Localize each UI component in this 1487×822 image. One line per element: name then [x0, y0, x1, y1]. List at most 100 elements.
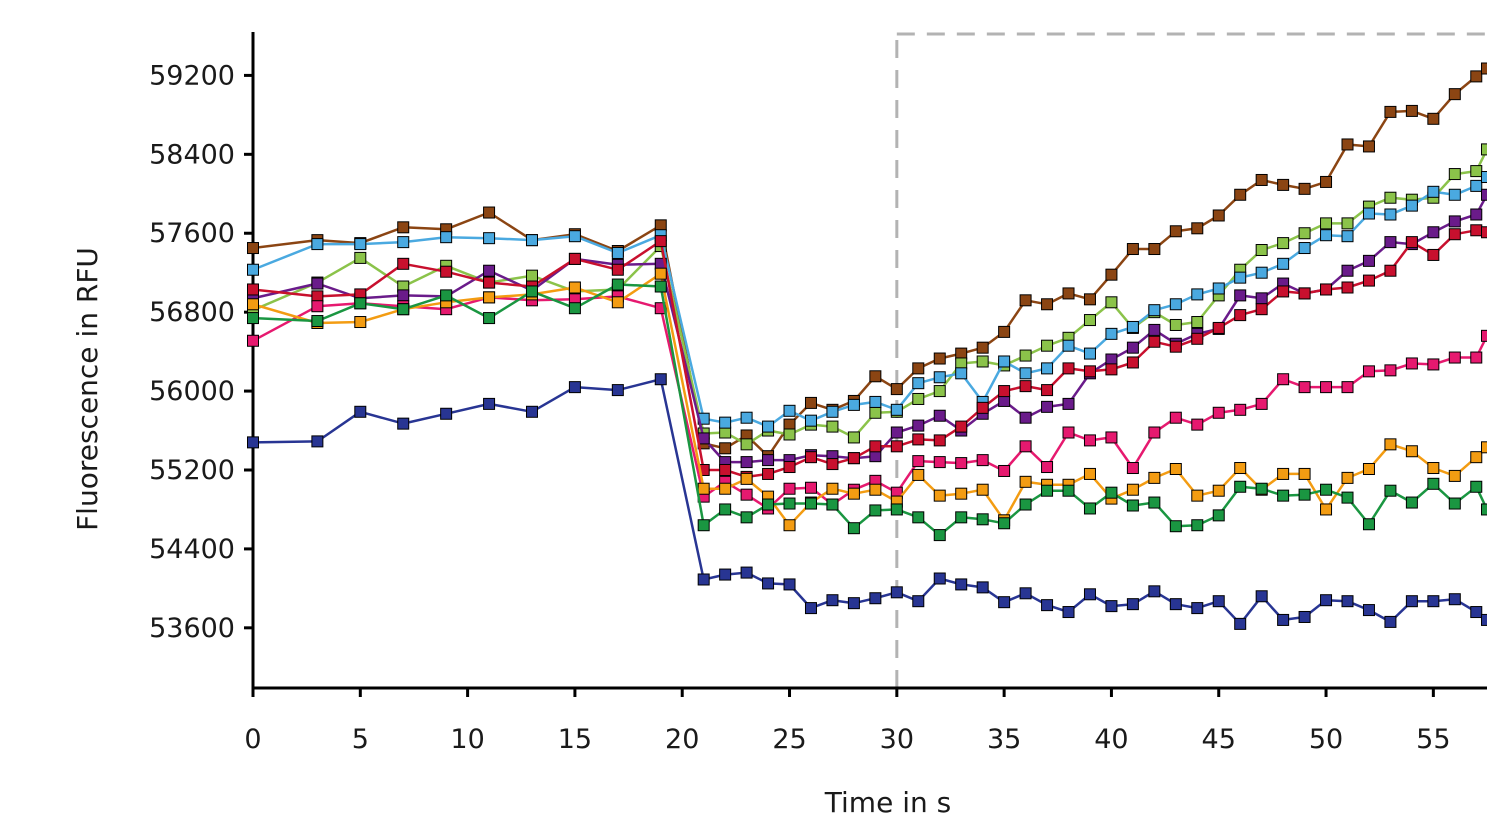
data-point	[1405, 357, 1418, 370]
x-tick-label: 5	[352, 724, 369, 755]
data-point	[1470, 224, 1483, 237]
data-point	[1255, 292, 1268, 305]
data-point	[1405, 199, 1418, 212]
data-point	[1126, 462, 1139, 475]
data-point	[354, 405, 367, 418]
x-tick-label: 45	[1202, 724, 1236, 755]
data-point	[483, 264, 496, 277]
data-point	[483, 206, 496, 219]
data-point	[1341, 491, 1354, 504]
data-point	[697, 573, 710, 586]
data-point	[869, 450, 882, 463]
data-point	[976, 454, 989, 467]
data-point	[1448, 497, 1461, 510]
data-point	[354, 316, 367, 329]
data-point	[483, 397, 496, 410]
data-point	[1341, 217, 1354, 230]
data-point	[1212, 509, 1225, 522]
data-point	[955, 347, 968, 360]
data-point	[483, 232, 496, 245]
data-point	[1320, 175, 1333, 188]
data-point	[826, 594, 839, 607]
x-tick-label: 20	[665, 724, 699, 755]
data-point	[1041, 461, 1054, 474]
data-point	[869, 406, 882, 419]
data-point	[783, 428, 796, 441]
data-point	[1234, 271, 1247, 284]
data-point	[1191, 332, 1204, 345]
data-point	[1298, 227, 1311, 240]
data-point	[1320, 503, 1333, 516]
data-point	[1062, 606, 1075, 619]
data-point	[1212, 406, 1225, 419]
data-point	[697, 519, 710, 532]
data-point	[1019, 294, 1032, 307]
x-tick-label: 30	[880, 724, 914, 755]
data-point	[1448, 228, 1461, 241]
data-point	[1126, 243, 1139, 256]
data-point	[654, 235, 667, 248]
data-point	[912, 455, 925, 468]
data-point	[1191, 519, 1204, 532]
data-point	[1427, 477, 1440, 490]
data-point	[1277, 489, 1290, 502]
data-point	[397, 236, 410, 249]
data-point	[933, 529, 946, 542]
data-point	[1234, 289, 1247, 302]
data-point	[1105, 327, 1118, 340]
data-point	[440, 265, 453, 278]
data-point	[869, 440, 882, 453]
data-point	[826, 420, 839, 433]
data-point	[740, 438, 753, 451]
data-point	[762, 420, 775, 433]
data-point	[1448, 168, 1461, 181]
y-tick-label: 55200	[149, 455, 235, 486]
data-point	[611, 296, 624, 309]
data-point	[1019, 587, 1032, 600]
data-point	[869, 504, 882, 517]
data-point	[440, 231, 453, 244]
data-point	[1041, 362, 1054, 375]
data-point	[1384, 264, 1397, 277]
tick-labels: 5360054400552005600056800576005840059200…	[149, 60, 1450, 755]
data-point	[826, 405, 839, 418]
data-point	[1341, 264, 1354, 277]
data-point	[1083, 347, 1096, 360]
x-axis-title: Time in s	[824, 786, 951, 819]
y-tick-label: 57600	[149, 218, 235, 249]
data-point	[933, 572, 946, 585]
data-point	[1105, 353, 1118, 366]
data-point	[247, 283, 259, 296]
data-point	[1362, 140, 1375, 153]
x-tick-label: 10	[450, 724, 484, 755]
data-point	[1470, 208, 1483, 221]
data-point	[1019, 411, 1032, 424]
data-point	[1041, 484, 1054, 497]
data-point	[1234, 462, 1247, 475]
data-point	[525, 234, 538, 247]
data-point	[869, 395, 882, 408]
data-point	[1481, 329, 1487, 342]
series-5	[247, 224, 1487, 483]
data-point	[1255, 482, 1268, 495]
data-point	[933, 385, 946, 398]
data-point	[247, 242, 259, 255]
data-point	[955, 357, 968, 370]
data-point	[912, 362, 925, 375]
y-axis-title: Fluorescence in RFU	[71, 247, 104, 531]
x-tick-label: 50	[1309, 724, 1343, 755]
data-point	[1041, 384, 1054, 397]
data-point	[247, 263, 259, 276]
data-point	[804, 481, 817, 494]
data-point	[1062, 397, 1075, 410]
data-point	[1169, 598, 1182, 611]
data-point	[1405, 496, 1418, 509]
data-point	[762, 498, 775, 511]
data-point	[568, 252, 581, 265]
data-point	[1341, 138, 1354, 151]
data-point	[1362, 463, 1375, 476]
data-point	[1481, 171, 1487, 184]
x-tick-label: 25	[772, 724, 806, 755]
data-point	[1148, 426, 1161, 439]
data-point	[1277, 467, 1290, 480]
